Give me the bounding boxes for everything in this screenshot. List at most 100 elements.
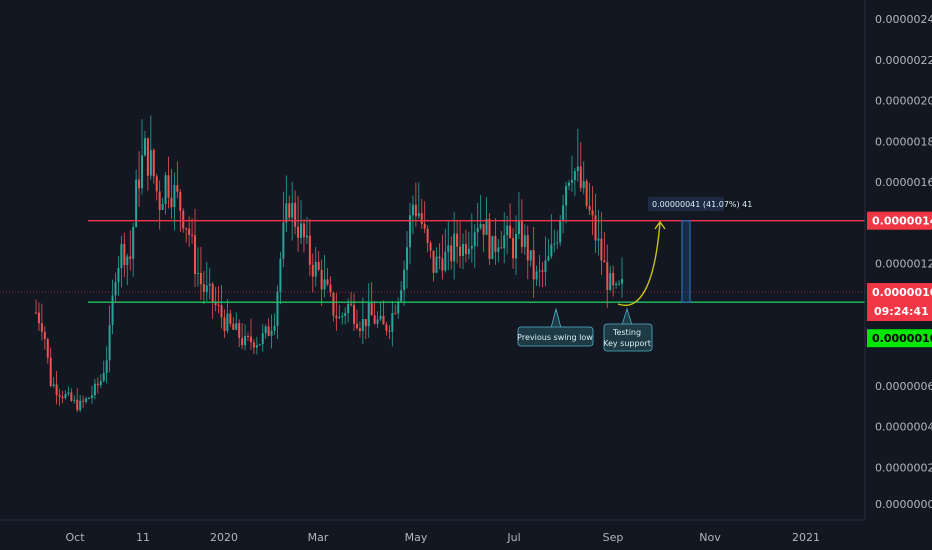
- time-axis[interactable]: Oct 11 2020 Mar May Jul Sep Nov 2021: [0, 519, 865, 544]
- candle-body: [102, 372, 105, 381]
- candle-body: [196, 272, 199, 274]
- resistance-price-tag: [867, 211, 932, 230]
- candle-body: [194, 235, 197, 274]
- candle-body: [67, 392, 70, 395]
- candle-body: [562, 205, 565, 221]
- candle-body: [182, 210, 185, 229]
- support-price: 0.00000101: [872, 332, 932, 345]
- candle-body: [173, 185, 176, 208]
- candlestick-series: [35, 115, 623, 413]
- candle-body: [615, 283, 618, 286]
- candle-body: [400, 290, 403, 302]
- candle-body: [570, 180, 573, 183]
- current-price: 0.00000106: [872, 286, 932, 299]
- candle-body: [208, 283, 211, 286]
- candle-body: [143, 138, 146, 156]
- time-tick-label: Jul: [506, 531, 520, 544]
- candle-body: [553, 243, 556, 245]
- time-tick-label: May: [405, 531, 428, 544]
- candle-body: [347, 303, 350, 314]
- candle-body: [138, 179, 141, 189]
- candle-body: [606, 262, 609, 290]
- candle-body: [238, 323, 241, 338]
- candle-body: [373, 315, 376, 324]
- candle-body: [152, 150, 155, 177]
- candle-body: [453, 233, 456, 262]
- candle-body: [46, 339, 49, 358]
- candle-body: [621, 278, 623, 284]
- candle-body: [494, 236, 497, 252]
- time-tick-label: 2020: [210, 531, 238, 544]
- candle-body: [270, 330, 273, 336]
- candle-body: [618, 283, 621, 285]
- candle-body: [600, 238, 603, 261]
- candle-body: [526, 235, 529, 261]
- measure-label-box: [648, 197, 724, 211]
- candle-body: [461, 244, 464, 257]
- candle-body: [450, 245, 453, 262]
- candle-body: [488, 218, 491, 259]
- candle-body: [497, 247, 500, 252]
- measure-box[interactable]: [681, 220, 691, 303]
- candle-body: [58, 395, 61, 397]
- candle-body: [288, 203, 291, 218]
- candle-body: [338, 317, 341, 319]
- candle-body: [376, 319, 379, 324]
- time-tick-label: Mar: [308, 531, 329, 544]
- candle-body: [161, 203, 164, 211]
- candle-body: [167, 175, 170, 198]
- candle-body: [350, 303, 353, 305]
- candle-body: [506, 225, 509, 236]
- candle-body: [211, 283, 214, 303]
- candle-body: [520, 221, 523, 247]
- candle-body: [459, 246, 462, 257]
- candle-body: [90, 395, 93, 399]
- candle-body: [550, 244, 553, 257]
- candle-body: [423, 223, 426, 229]
- candle-body: [205, 285, 208, 292]
- candle-body: [317, 261, 320, 270]
- candle-body: [232, 323, 235, 330]
- projection-arrow[interactable]: [617, 221, 661, 307]
- candle-body: [420, 213, 423, 224]
- candle-body: [353, 304, 356, 324]
- candle-body: [311, 264, 314, 277]
- candle-body: [223, 317, 226, 332]
- candle-body: [594, 215, 597, 241]
- candle-body: [88, 398, 91, 400]
- time-tick-label: Nov: [699, 531, 721, 544]
- swing-low-callout[interactable]: Previous swing low: [517, 307, 594, 347]
- candle-body: [576, 166, 579, 172]
- candle-body: [432, 250, 435, 273]
- candle-body: [294, 202, 297, 227]
- candle-body: [217, 304, 220, 306]
- callout-box: [517, 326, 594, 347]
- current-price-tag: [867, 283, 932, 322]
- candle-body: [370, 302, 373, 316]
- candle-body: [61, 396, 64, 399]
- callout-box: [603, 323, 653, 352]
- candle-body: [438, 256, 441, 259]
- candle-body: [379, 315, 382, 320]
- candle-body: [52, 384, 55, 386]
- key-support-label-line2: Key support: [603, 339, 651, 348]
- candle-body: [612, 272, 615, 286]
- candle-body: [305, 235, 308, 238]
- candle-body: [326, 279, 329, 285]
- candle-body: [500, 247, 503, 249]
- candle-body: [456, 233, 459, 247]
- candle-body: [35, 312, 37, 314]
- candle-body: [358, 328, 361, 332]
- candle-body: [76, 399, 79, 411]
- candle-body: [285, 203, 288, 223]
- key-support-callout[interactable]: Testing Key support: [603, 307, 653, 352]
- candle-body: [591, 210, 594, 216]
- candle-body: [185, 228, 188, 230]
- support-price-tag: [867, 329, 932, 348]
- candle-body: [214, 302, 217, 305]
